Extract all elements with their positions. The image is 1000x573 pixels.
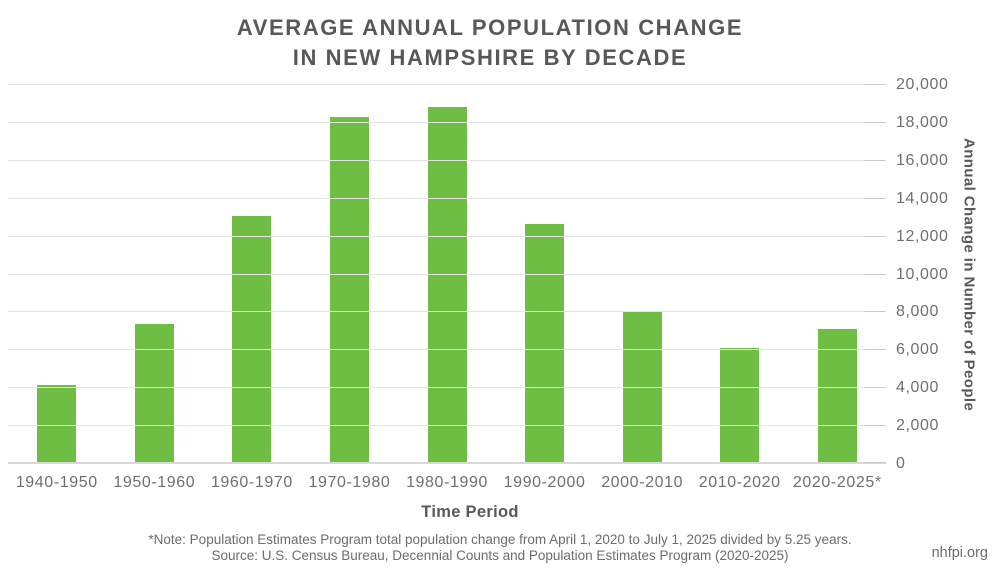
gridline [8,349,886,351]
bar-2020-2025* [817,328,857,464]
bar-slot [8,85,106,464]
axis-tick [864,159,886,161]
gridline [8,121,886,123]
x-tick-label: 1950-1960 [113,474,196,491]
axis-tick [864,387,886,389]
plot-area [8,84,886,464]
x-tick-label: 2000-2010 [601,474,684,491]
website-label: nhfpi.org [931,545,988,561]
gridline [8,197,886,199]
chart-title-line2: IN NEW HAMPSHIRE BY DECADE [292,45,688,70]
chart-title-line1: AVERAGE ANNUAL POPULATION CHANGE [236,15,744,40]
x-tick-label: 1990-2000 [503,474,586,491]
bar-slot [203,85,301,464]
y-tick-label: 16,000 [896,151,949,169]
bar-1980-1990 [427,106,467,464]
axis-tick [864,197,886,199]
axis-tick [864,311,886,313]
x-tick-label: 1940-1950 [15,474,98,491]
axis-tick [864,235,886,237]
y-axis-title: Annual Change in Number of People [960,137,978,412]
bar-1990-2000 [525,224,565,464]
gridline [8,84,886,85]
bar-1970-1980 [329,117,369,464]
x-axis-title: Time Period [421,503,519,521]
footnote: *Note: Population Estimates Program tota… [0,532,1000,563]
x-tick-label: 2010-2020 [698,474,781,491]
chart-title: AVERAGE ANNUAL POPULATION CHANGE IN NEW … [0,13,980,73]
x-tick-label: 1970-1980 [308,474,391,491]
x-tick-label: 1960-1970 [210,474,293,491]
x-tick-label: 2020-2025* [792,474,882,491]
y-tick-label: 14,000 [896,189,949,207]
bar-slot [398,85,496,464]
y-tick-label: 4,000 [896,379,940,397]
bar-series [8,85,886,464]
y-tick-label: 10,000 [896,265,949,283]
y-axis-tick-labels: 0 2,000 4,000 6,000 8,000 10,000 12,000 14,000 1… [896,76,966,472]
gridline [8,273,886,275]
y-tick-label: 12,000 [896,227,949,245]
footnote-source-line: Source: U.S. Census Bureau, Decennial Co… [211,547,789,563]
footnote-note-line: *Note: Population Estimates Program tota… [148,532,852,547]
y-tick-label: 0 [896,455,906,472]
y-tick-label: 8,000 [896,303,940,321]
axis-tick [864,349,886,351]
bar-slot [593,85,691,464]
gridline [8,159,886,161]
axis-tick [864,462,886,463]
bar-1940-1950 [37,384,77,464]
bar-slot [691,85,789,464]
bar-slot [106,85,204,464]
bar-slot [496,85,594,464]
y-tick-label: 6,000 [896,341,940,359]
y-tick-label: 2,000 [896,417,940,435]
bar-1950-1960 [134,324,174,464]
x-axis-tick-labels: 1940-1950 1950-1960 1960-1970 1970-1980 1980… [8,474,886,492]
axis-tick [864,273,886,275]
y-tick-label: 18,000 [896,113,949,131]
gridline [8,235,886,237]
gridline [8,387,886,389]
bar-1960-1970 [232,216,272,464]
gridline [8,311,886,313]
bar-2010-2020 [720,348,760,464]
bar-slot [789,85,887,464]
axis-tick [864,84,886,85]
x-axis-baseline [8,462,886,464]
gridline [8,425,886,427]
bar-slot [301,85,399,464]
y-tick-label: 20,000 [896,76,949,93]
axis-tick [864,425,886,427]
x-tick-label: 1980-1990 [406,474,488,491]
axis-tick [864,121,886,123]
